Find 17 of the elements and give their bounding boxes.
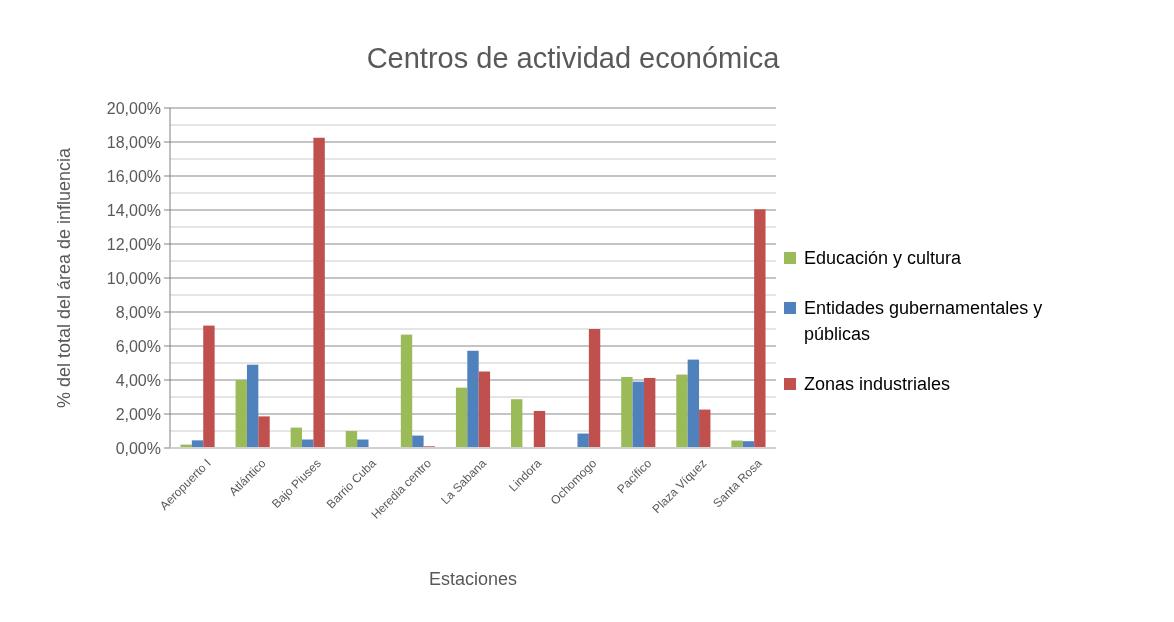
y-tick-label: 12,00% bbox=[106, 235, 161, 253]
y-tick-label: 0,00% bbox=[115, 439, 161, 457]
legend-label: Entidades gubernamentales y públicas bbox=[804, 298, 1043, 344]
y-tick-label: 18,00% bbox=[106, 133, 161, 151]
legend-label: Educación y cultura bbox=[804, 248, 963, 268]
y-tick-label: 4,00% bbox=[115, 371, 161, 389]
chart-title: Centros de actividad económica bbox=[366, 42, 781, 74]
y-tick-label: 8,00% bbox=[115, 303, 161, 321]
y-tick-label: 16,00% bbox=[106, 167, 161, 185]
y-tick-label: 14,00% bbox=[106, 201, 161, 219]
y-tick-label: 2,00% bbox=[115, 405, 161, 423]
y-axis-title: % del total del área de influencia bbox=[54, 146, 74, 409]
y-tick-label: 6,00% bbox=[115, 337, 161, 355]
y-tick-label: 20,00% bbox=[106, 99, 161, 117]
legend-label: Zonas industriales bbox=[804, 374, 951, 394]
y-tick-label: 10,00% bbox=[106, 269, 161, 287]
x-axis-title: Estaciones bbox=[428, 569, 518, 589]
